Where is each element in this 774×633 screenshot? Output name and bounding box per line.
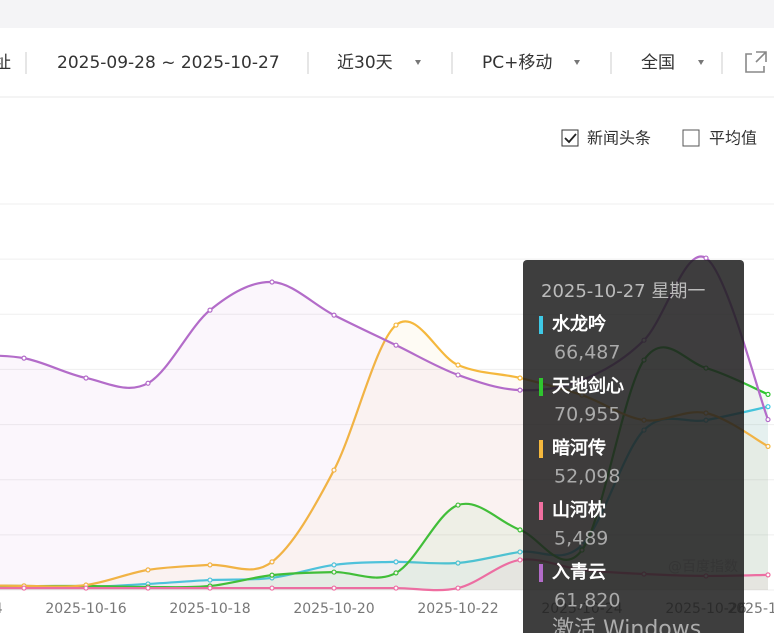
checkbox-label: 新闻头条 xyxy=(587,129,651,148)
data-point xyxy=(145,567,151,573)
data-point xyxy=(83,585,89,591)
data-point xyxy=(517,549,523,555)
tooltip-swatch xyxy=(539,564,543,582)
region-select[interactable]: 全国 xyxy=(641,53,675,73)
data-point xyxy=(207,585,213,591)
tooltip-value: 70,955 xyxy=(554,404,620,426)
x-tick-label: 2025-10-14 xyxy=(0,601,3,617)
tooltip-value: 66,487 xyxy=(554,342,620,364)
data-point xyxy=(207,577,213,583)
data-point xyxy=(765,416,771,423)
dropdown-arrow xyxy=(415,60,421,65)
tooltip-swatch xyxy=(539,440,543,458)
data-point xyxy=(331,312,337,318)
checkmark xyxy=(564,133,577,144)
dropdown-arrow xyxy=(574,60,580,65)
data-point xyxy=(331,467,337,473)
data-point xyxy=(83,375,89,381)
data-point xyxy=(21,355,27,361)
data-point xyxy=(331,585,337,591)
data-point xyxy=(455,585,461,591)
checkbox-label: 平均值 xyxy=(709,129,757,148)
tooltip-name: 水龙吟 xyxy=(552,313,606,335)
data-point xyxy=(765,572,771,578)
cut-label: 址 xyxy=(0,53,11,73)
dropdown-arrow xyxy=(698,60,704,65)
data-point xyxy=(703,255,709,261)
tooltip-name: 入青云 xyxy=(552,562,606,583)
data-point xyxy=(517,557,523,563)
x-tick-label: 2025-10-16 xyxy=(45,601,126,617)
data-point xyxy=(207,307,213,313)
data-point xyxy=(331,569,337,575)
data-point xyxy=(455,362,461,368)
os-overlay: 激活 Windows xyxy=(552,617,701,633)
data-point xyxy=(517,375,523,381)
tooltip-name: 天地剑心 xyxy=(552,375,624,397)
data-point xyxy=(145,585,151,591)
data-point xyxy=(145,380,151,386)
checkbox[interactable] xyxy=(682,129,700,147)
x-tick-label: 2025-10-20 xyxy=(293,601,374,617)
tooltip-value: 61,820 xyxy=(554,590,620,612)
data-point xyxy=(393,322,399,328)
data-point xyxy=(455,502,461,508)
data-point xyxy=(517,387,523,393)
tooltip xyxy=(523,260,744,633)
data-point xyxy=(269,279,275,285)
data-point xyxy=(393,585,399,591)
tooltip-name: 山河枕 xyxy=(552,499,606,521)
tooltip-swatch xyxy=(539,316,543,334)
data-point xyxy=(207,562,213,568)
tooltip-swatch xyxy=(539,502,543,520)
tooltip-title: 2025-10-27 星期一 xyxy=(541,281,705,302)
data-point xyxy=(393,570,399,576)
top-band xyxy=(0,0,774,28)
data-point xyxy=(765,443,771,449)
data-point xyxy=(269,585,275,591)
data-point xyxy=(765,391,771,397)
share-icon[interactable] xyxy=(745,51,767,73)
data-point xyxy=(269,559,275,565)
data-point xyxy=(765,404,771,410)
device-select[interactable]: PC+移动 xyxy=(482,53,552,73)
x-tick-label: 2025-10-22 xyxy=(417,601,498,617)
data-point xyxy=(21,585,27,591)
data-point xyxy=(455,560,461,566)
data-point xyxy=(455,372,461,378)
tooltip-swatch xyxy=(539,378,543,396)
checkbox[interactable] xyxy=(561,129,579,147)
period-select[interactable]: 近30天 xyxy=(337,53,393,73)
x-tick-label: 2025-10-18 xyxy=(169,601,250,617)
data-point xyxy=(517,527,523,533)
tooltip-name: 暗河传 xyxy=(552,437,606,459)
tooltip-value: 5,489 xyxy=(554,528,608,550)
date-range[interactable]: 2025-09-28 ~ 2025-10-27 xyxy=(57,53,280,73)
data-point xyxy=(393,342,399,348)
tooltip-value: 52,098 xyxy=(554,466,620,488)
data-point xyxy=(269,572,275,578)
data-point xyxy=(331,562,337,568)
data-point xyxy=(393,559,399,565)
